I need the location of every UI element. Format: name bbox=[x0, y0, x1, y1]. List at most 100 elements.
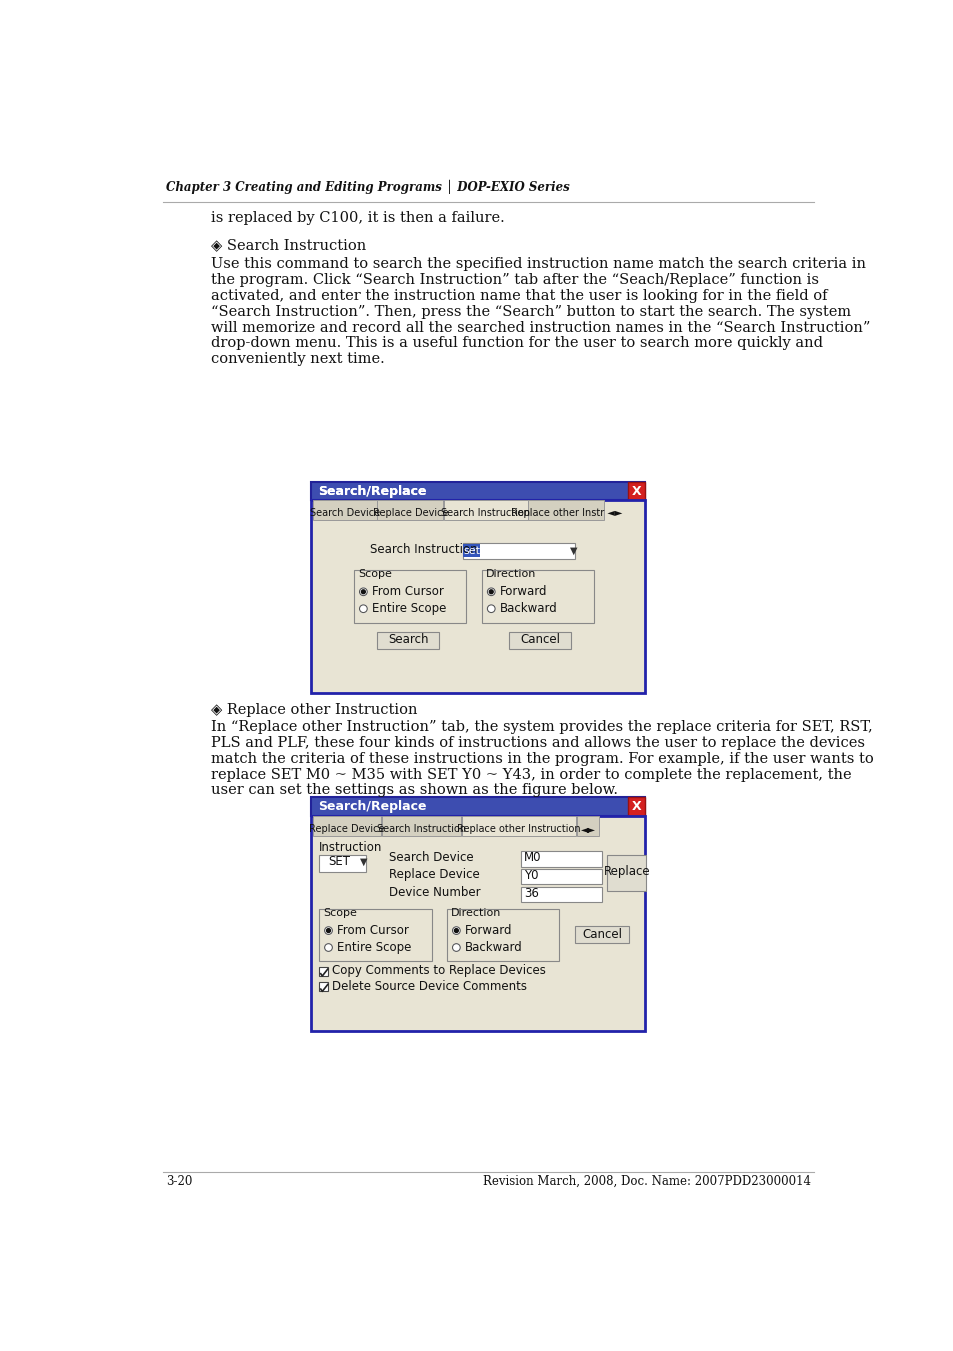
Text: X: X bbox=[631, 800, 640, 813]
Text: Replace other Instruction: Replace other Instruction bbox=[456, 824, 580, 834]
Text: Entire Scope: Entire Scope bbox=[372, 601, 446, 615]
Text: 3-20: 3-20 bbox=[166, 1174, 192, 1188]
Text: Search Instruction: Search Instruction bbox=[441, 508, 530, 519]
FancyBboxPatch shape bbox=[311, 500, 644, 693]
FancyBboxPatch shape bbox=[520, 851, 601, 867]
FancyBboxPatch shape bbox=[528, 500, 604, 520]
Text: set: set bbox=[463, 546, 480, 557]
Text: Search/Replace: Search/Replace bbox=[317, 485, 426, 497]
Text: Search Device: Search Device bbox=[310, 508, 379, 519]
Circle shape bbox=[487, 588, 495, 596]
Text: Backward: Backward bbox=[464, 940, 522, 954]
FancyBboxPatch shape bbox=[319, 967, 328, 975]
Text: Chapter 3 Creating and Editing Programs │ DOP-EXIO Series: Chapter 3 Creating and Editing Programs … bbox=[166, 180, 569, 195]
Text: Device Number: Device Number bbox=[389, 886, 480, 898]
Text: match the criteria of these instructions in the program. For example, if the use: match the criteria of these instructions… bbox=[211, 751, 873, 766]
Text: From Cursor: From Cursor bbox=[336, 924, 409, 936]
Circle shape bbox=[452, 927, 459, 935]
Circle shape bbox=[326, 928, 330, 932]
FancyBboxPatch shape bbox=[607, 855, 645, 890]
Text: Replace Device: Replace Device bbox=[309, 824, 384, 834]
FancyBboxPatch shape bbox=[627, 797, 644, 816]
FancyBboxPatch shape bbox=[377, 500, 443, 520]
Text: the program. Click “Search Instruction” tab after the “Seach/Replace” function i: the program. Click “Search Instruction” … bbox=[211, 273, 818, 288]
Text: ◄►: ◄► bbox=[580, 824, 595, 834]
FancyBboxPatch shape bbox=[311, 482, 644, 500]
Text: Copy Comments to Replace Devices: Copy Comments to Replace Devices bbox=[332, 965, 546, 978]
Text: 36: 36 bbox=[523, 886, 538, 900]
Text: Use this command to search the specified instruction name match the search crite: Use this command to search the specified… bbox=[211, 258, 864, 272]
Text: Replace: Replace bbox=[603, 865, 650, 878]
FancyBboxPatch shape bbox=[319, 982, 328, 992]
FancyBboxPatch shape bbox=[311, 816, 644, 1031]
Text: Search/Replace: Search/Replace bbox=[317, 800, 426, 813]
FancyBboxPatch shape bbox=[509, 632, 571, 648]
Text: drop-down menu. This is a useful function for the user to search more quickly an: drop-down menu. This is a useful functio… bbox=[211, 336, 821, 350]
Circle shape bbox=[324, 927, 332, 935]
Text: ▼: ▼ bbox=[569, 546, 577, 557]
FancyBboxPatch shape bbox=[377, 632, 439, 648]
Circle shape bbox=[487, 605, 495, 612]
Text: Search: Search bbox=[388, 634, 428, 646]
Text: Search Instruction: Search Instruction bbox=[369, 543, 476, 557]
FancyBboxPatch shape bbox=[520, 886, 601, 902]
Text: From Cursor: From Cursor bbox=[372, 585, 443, 598]
Text: SET: SET bbox=[328, 855, 350, 869]
FancyBboxPatch shape bbox=[481, 570, 594, 623]
Circle shape bbox=[454, 928, 457, 932]
FancyBboxPatch shape bbox=[627, 482, 644, 500]
Circle shape bbox=[452, 943, 459, 951]
Text: Delete Source Device Comments: Delete Source Device Comments bbox=[332, 979, 527, 993]
Text: is replaced by C100, it is then a failure.: is replaced by C100, it is then a failur… bbox=[211, 211, 504, 226]
Text: ◈ Search Instruction: ◈ Search Instruction bbox=[211, 238, 366, 253]
Text: Scope: Scope bbox=[357, 569, 392, 580]
Text: Forward: Forward bbox=[499, 585, 547, 598]
FancyBboxPatch shape bbox=[575, 925, 629, 943]
FancyBboxPatch shape bbox=[462, 543, 575, 559]
FancyBboxPatch shape bbox=[443, 500, 527, 520]
Text: Instruction: Instruction bbox=[319, 842, 382, 854]
FancyBboxPatch shape bbox=[381, 816, 460, 836]
FancyBboxPatch shape bbox=[319, 909, 431, 962]
Text: conveniently next time.: conveniently next time. bbox=[211, 353, 384, 366]
Text: Search Device: Search Device bbox=[389, 851, 473, 863]
Text: PLS and PLF, these four kinds of instructions and allows the user to replace the: PLS and PLF, these four kinds of instruc… bbox=[211, 736, 863, 750]
Text: activated, and enter the instruction name that the user is looking for in the fi: activated, and enter the instruction nam… bbox=[211, 289, 826, 303]
Text: Search/Replace: Search/Replace bbox=[317, 485, 426, 497]
FancyBboxPatch shape bbox=[313, 816, 381, 836]
Text: user can set the settings as shown as the figure below.: user can set the settings as shown as th… bbox=[211, 784, 617, 797]
Text: Revision March, 2008, Doc. Name: 2007PDD23000014: Revision March, 2008, Doc. Name: 2007PDD… bbox=[483, 1174, 810, 1188]
FancyBboxPatch shape bbox=[354, 570, 466, 623]
Text: Search Instruction: Search Instruction bbox=[376, 824, 466, 834]
Text: Cancel: Cancel bbox=[581, 928, 621, 940]
Text: ▼: ▼ bbox=[359, 857, 367, 867]
FancyBboxPatch shape bbox=[577, 816, 598, 836]
Text: ◈ Replace other Instruction: ◈ Replace other Instruction bbox=[211, 704, 416, 717]
FancyBboxPatch shape bbox=[311, 797, 644, 816]
Text: will memorize and record all the searched instruction names in the “Search Instr: will memorize and record all the searche… bbox=[211, 320, 869, 335]
Text: “Search Instruction”. Then, press the “Search” button to start the search. The s: “Search Instruction”. Then, press the “S… bbox=[211, 305, 850, 319]
Text: Direction: Direction bbox=[451, 908, 500, 917]
Text: Y0: Y0 bbox=[523, 869, 537, 882]
Circle shape bbox=[361, 590, 365, 593]
Text: X: X bbox=[631, 485, 640, 497]
Circle shape bbox=[359, 588, 367, 596]
FancyBboxPatch shape bbox=[313, 500, 376, 520]
FancyBboxPatch shape bbox=[520, 869, 601, 885]
Text: Replace other Instr ◄►: Replace other Instr ◄► bbox=[510, 508, 621, 519]
Text: Forward: Forward bbox=[464, 924, 512, 936]
Text: Replace Device: Replace Device bbox=[389, 869, 479, 881]
Text: Replace Device: Replace Device bbox=[372, 508, 448, 519]
FancyBboxPatch shape bbox=[447, 909, 558, 962]
Circle shape bbox=[489, 590, 493, 593]
Text: replace SET M0 ~ M35 with SET Y0 ~ Y43, in order to complete the replacement, th: replace SET M0 ~ M35 with SET Y0 ~ Y43, … bbox=[211, 767, 850, 781]
Text: In “Replace other Instruction” tab, the system provides the replace criteria for: In “Replace other Instruction” tab, the … bbox=[211, 720, 872, 734]
Circle shape bbox=[324, 943, 332, 951]
Text: M0: M0 bbox=[523, 851, 540, 865]
Text: Backward: Backward bbox=[499, 601, 557, 615]
FancyBboxPatch shape bbox=[461, 816, 576, 836]
Text: Entire Scope: Entire Scope bbox=[336, 940, 411, 954]
Text: Cancel: Cancel bbox=[519, 634, 559, 646]
Circle shape bbox=[359, 605, 367, 612]
FancyBboxPatch shape bbox=[319, 855, 365, 871]
